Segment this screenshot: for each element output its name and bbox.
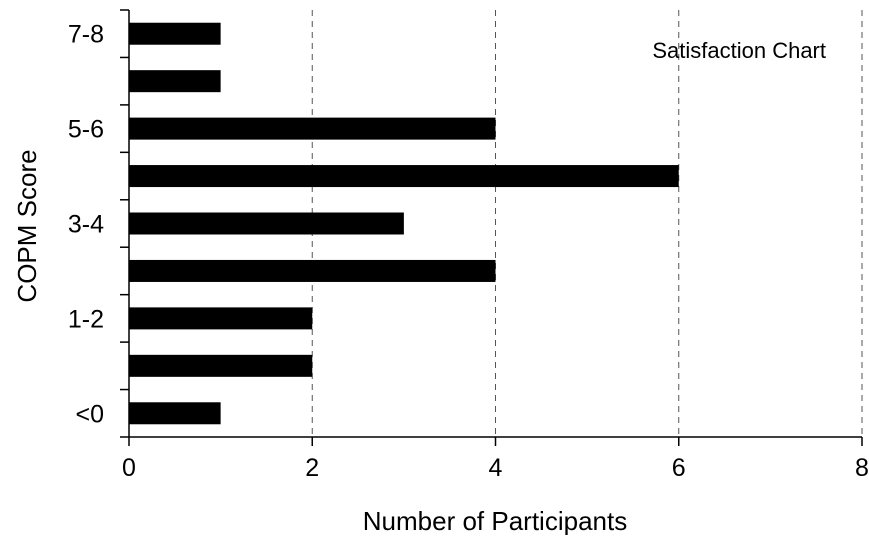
bar-6-7 [129, 70, 221, 93]
y-tick-label: 7-8 [68, 21, 104, 49]
bar-4-5 [129, 165, 679, 188]
x-tick-label: 2 [305, 454, 319, 482]
x-tick-label: 4 [489, 454, 503, 482]
tick-labels: 0 2 4 6 8 <0 1-2 3-4 5-6 7-8 [68, 21, 869, 482]
y-tick-label: <0 [75, 400, 104, 428]
bar-7-8 [129, 22, 221, 45]
axes [120, 9, 863, 446]
bar-2-3 [129, 259, 496, 282]
bar-3-4 [129, 212, 404, 235]
y-tick-label: 3-4 [68, 211, 104, 239]
y-tick-label: 5-6 [68, 116, 104, 144]
bars [129, 22, 679, 425]
bar-1-2 [129, 307, 313, 330]
x-tick-label: 8 [855, 454, 869, 482]
x-tick-label: 0 [122, 454, 136, 482]
chart-annotation: Satisfaction Chart [652, 38, 826, 63]
bar-0-1 [129, 354, 313, 377]
bar-5-6 [129, 117, 496, 140]
bar-<0 [129, 402, 221, 425]
x-tick-label: 6 [672, 454, 686, 482]
x-axis-title: Number of Participants [363, 506, 627, 535]
y-tick-label: 1-2 [68, 305, 104, 333]
y-axis-title: COPM Score [12, 149, 42, 302]
